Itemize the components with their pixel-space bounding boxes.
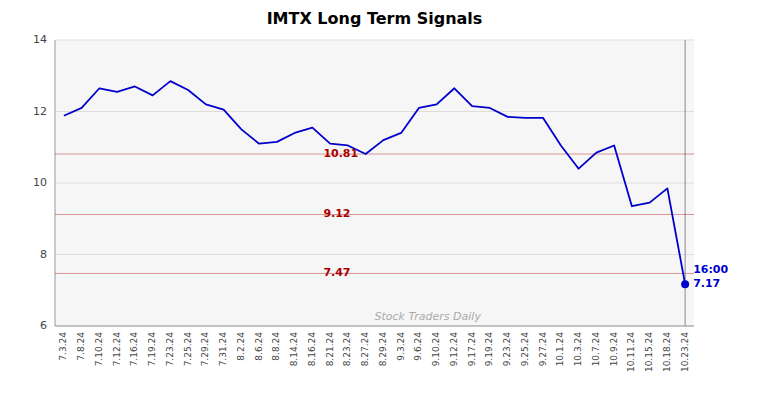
plot-area: [55, 40, 694, 326]
y-tick-label: 6: [40, 319, 47, 332]
reference-line: [55, 273, 694, 274]
x-tick-label: 9.23.24: [502, 332, 512, 367]
x-tick-label: 9.10.24: [431, 332, 441, 367]
x-tick-label: 7.10.24: [94, 332, 104, 367]
x-tick-label: 8.29.24: [378, 332, 388, 367]
annotations: 10.81 9.12 7.47 16:007.17 Stock Traders Dail…: [323, 147, 728, 323]
y-axis: 6 8 10 12 14: [33, 33, 694, 332]
x-tick-label: 7.25.24: [183, 332, 193, 367]
x-tick-label: 10.18.24: [662, 332, 672, 372]
x-tick-label: 10.9.24: [609, 332, 619, 367]
x-tick-label: 7.16.24: [129, 332, 139, 367]
plot-marks: [55, 81, 694, 284]
reference-label: 9.12: [323, 207, 350, 220]
price-line: [64, 81, 685, 284]
grid-line: [55, 183, 694, 184]
y-tick-label: 14: [33, 33, 47, 46]
x-tick-label: 10.7.24: [591, 332, 601, 367]
x-tick-label: 9.6.24: [413, 332, 423, 361]
x-tick-label: 7.8.24: [76, 332, 86, 361]
reference-label: 10.81: [323, 147, 358, 160]
x-tick-label: 7.31.24: [218, 332, 228, 367]
y-tick-label: 12: [33, 105, 47, 118]
x-tick-label: 9.27.24: [538, 332, 548, 367]
reference-line: [55, 214, 694, 215]
chart: 6 8 10 12 14 7.3.24 7.8.24 7.10.24 7.12.24 7.16.2…: [0, 0, 784, 398]
grid-line: [55, 254, 694, 255]
x-tick-label: 7.23.24: [165, 332, 175, 367]
x-axis-line: [55, 326, 694, 327]
point-label: 16:00: [693, 263, 728, 276]
x-tick-label: 9.17.24: [467, 332, 477, 367]
x-tick-label: 8.14.24: [289, 332, 299, 367]
x-tick-label: 9.3.24: [396, 332, 406, 361]
y-tick-label: 10: [33, 176, 47, 189]
x-tick-label: 8.2.24: [236, 332, 246, 361]
grid-line: [55, 326, 694, 327]
y-tick-label: 8: [40, 248, 47, 261]
x-tick-label: 9.12.24: [449, 332, 459, 367]
x-tick-label: 7.19.24: [147, 332, 157, 367]
x-tick-label: 7.3.24: [58, 332, 68, 361]
x-tick-label: 8.27.24: [360, 332, 370, 367]
x-tick-label: 9.25.24: [520, 332, 530, 367]
reference-line: [55, 154, 694, 155]
reference-label: 7.47: [323, 266, 350, 279]
x-tick-label: 9.19.24: [484, 332, 494, 367]
grid-line: [55, 40, 694, 41]
x-tick-label: 10.15.24: [644, 332, 654, 372]
x-tick-label: 10.11.24: [626, 332, 636, 372]
endpoint-marker: [681, 280, 689, 288]
x-tick-label: 8.23.24: [342, 332, 352, 367]
x-tick-label: 8.8.24: [271, 332, 281, 361]
grid-line: [55, 111, 694, 112]
x-tick-label: 10.1.24: [555, 332, 565, 367]
x-axis: 7.3.24 7.8.24 7.10.24 7.12.24 7.16.24 7.19.24…: [58, 332, 689, 372]
x-tick-label: 10.23.24: [680, 332, 690, 372]
x-tick-label: 8.6.24: [254, 332, 264, 361]
point-label: 7.17: [693, 277, 720, 290]
x-tick-label: 7.12.24: [112, 332, 122, 367]
x-tick-label: 10.3.24: [573, 332, 583, 367]
title: IMTX Long Term Signals: [267, 9, 483, 28]
y-axis-line: [55, 40, 56, 326]
watermark: Stock Traders Daily: [375, 310, 482, 323]
x-tick-label: 8.16.24: [307, 332, 317, 367]
x-tick-label: 7.29.24: [200, 332, 210, 367]
x-tick-label: 8.21.24: [325, 332, 335, 367]
